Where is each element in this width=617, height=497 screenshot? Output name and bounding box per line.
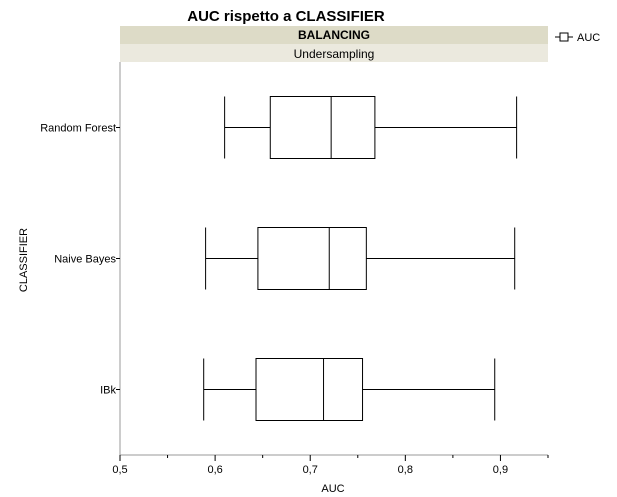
x-axis-ticks: 0,5 0,6 0,7 0,8 0,9 — [112, 455, 549, 476]
legend: AUC — [555, 32, 600, 44]
x-tick-label: 0,8 — [398, 464, 413, 476]
chart-title: AUC rispetto a CLASSIFIER — [187, 8, 385, 25]
group-value-bar — [120, 44, 548, 62]
legend-box-icon — [559, 32, 569, 42]
group-header-bar — [120, 26, 548, 44]
group-header-label: BALANCING — [298, 28, 370, 42]
group-value-label: Undersampling — [294, 47, 375, 61]
iqr-box — [255, 358, 364, 421]
iqr-box — [269, 96, 376, 159]
x-tick-label: 0,7 — [303, 464, 318, 476]
y-tick-label: Random Forest — [40, 123, 116, 135]
legend-label: AUC — [577, 32, 600, 44]
boxplot-2 — [205, 227, 516, 290]
y-axis-label: CLASSIFIER — [18, 228, 30, 292]
y-tick-label: IBk — [100, 385, 116, 397]
x-axis-label: AUC — [321, 483, 344, 495]
boxplot-1 — [224, 96, 518, 159]
box-series — [203, 96, 518, 421]
boxplot-3 — [203, 358, 496, 421]
y-axis-tick-labels: Random Forest Naive Bayes IBk — [40, 123, 120, 397]
iqr-box — [257, 227, 367, 290]
x-tick-label: 0,9 — [493, 464, 508, 476]
x-tick-label: 0,6 — [207, 464, 222, 476]
x-tick-label: 0,5 — [112, 464, 127, 476]
y-tick-label: Naive Bayes — [54, 254, 116, 266]
